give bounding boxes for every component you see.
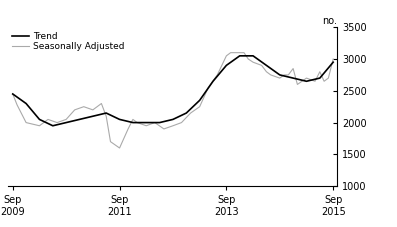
Seasonally Adjusted [179,121,184,124]
Seasonally Adjusted [281,74,286,76]
Seasonally Adjusted [291,67,295,70]
Seasonally Adjusted [108,140,113,143]
Seasonally Adjusted [259,64,264,67]
Line: Seasonally Adjusted: Seasonally Adjusted [13,53,333,148]
Seasonally Adjusted [322,80,326,83]
Trend [211,80,216,83]
Seasonally Adjusted [313,80,318,83]
Seasonally Adjusted [104,115,109,118]
Seasonally Adjusted [24,121,29,124]
Trend [91,115,95,118]
Trend [331,61,335,64]
Trend [291,77,295,79]
Seasonally Adjusted [295,83,300,86]
Trend [37,118,42,121]
Trend [77,118,82,121]
Seasonally Adjusted [326,77,331,79]
Trend [264,64,269,67]
Seasonally Adjusted [37,124,42,127]
Trend [50,124,55,127]
Trend [278,74,282,76]
Seasonally Adjusted [215,74,220,76]
Seasonally Adjusted [224,54,229,57]
Seasonally Adjusted [55,121,60,124]
Seasonally Adjusted [304,77,309,79]
Seasonally Adjusted [72,109,77,111]
Seasonally Adjusted [131,118,135,121]
Seasonally Adjusted [251,61,255,64]
Trend [184,112,189,114]
Text: no.: no. [322,16,337,26]
Trend [237,54,242,57]
Seasonally Adjusted [197,105,202,108]
Seasonally Adjusted [228,51,233,54]
Seasonally Adjusted [81,105,86,108]
Trend [318,77,322,79]
Trend [251,54,255,57]
Trend [64,121,69,124]
Seasonally Adjusted [126,128,131,130]
Seasonally Adjusted [206,86,210,89]
Seasonally Adjusted [15,104,19,106]
Seasonally Adjusted [233,51,237,54]
Seasonally Adjusted [117,147,122,149]
Line: Trend: Trend [13,56,333,126]
Seasonally Adjusted [237,51,242,54]
Seasonally Adjusted [188,112,193,114]
Seasonally Adjusted [278,77,282,79]
Seasonally Adjusted [99,102,104,105]
Seasonally Adjusted [152,121,157,124]
Seasonally Adjusted [46,118,50,121]
Seasonally Adjusted [264,70,269,73]
Seasonally Adjusted [268,74,273,76]
Trend [197,99,202,102]
Seasonally Adjusted [64,118,69,121]
Seasonally Adjusted [246,58,251,60]
Seasonally Adjusted [91,109,95,111]
Trend [24,102,29,105]
Trend [117,118,122,121]
Legend: Trend, Seasonally Adjusted: Trend, Seasonally Adjusted [12,32,125,51]
Trend [304,80,309,83]
Seasonally Adjusted [286,74,291,76]
Trend [144,121,148,124]
Seasonally Adjusted [144,124,148,127]
Seasonally Adjusted [318,70,322,73]
Seasonally Adjusted [162,128,166,130]
Seasonally Adjusted [10,93,15,95]
Trend [157,121,162,124]
Seasonally Adjusted [171,124,175,127]
Trend [171,118,175,121]
Trend [104,112,109,114]
Trend [131,121,135,124]
Seasonally Adjusted [242,51,247,54]
Trend [10,93,15,95]
Seasonally Adjusted [135,121,140,124]
Trend [224,64,229,67]
Seasonally Adjusted [331,58,335,60]
